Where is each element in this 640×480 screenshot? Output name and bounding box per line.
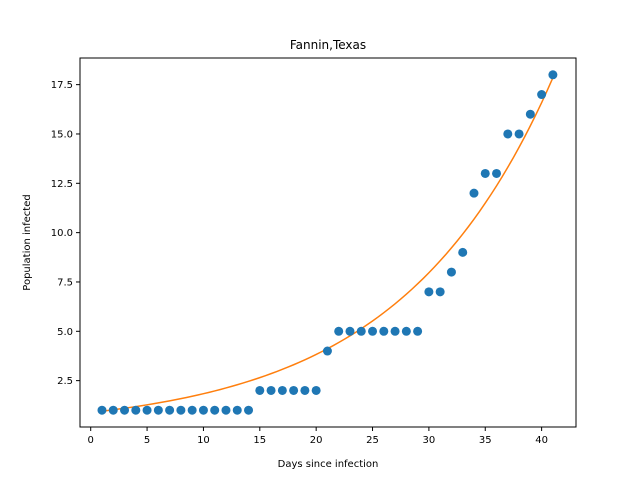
data-point bbox=[345, 326, 355, 336]
y-tick-label: 7.5 bbox=[57, 277, 73, 288]
data-point bbox=[548, 70, 558, 80]
data-point bbox=[210, 405, 220, 415]
x-axis-label: Days since infection bbox=[278, 459, 379, 470]
data-point bbox=[277, 385, 287, 395]
x-tick-label: 0 bbox=[88, 435, 94, 446]
x-tick-label: 5 bbox=[144, 435, 150, 446]
data-point bbox=[176, 405, 186, 415]
data-point bbox=[379, 326, 389, 336]
y-axis-ticks: 2.5 5.0 7.5 10.0 12.5 15.0 17.5 bbox=[51, 80, 80, 387]
data-point bbox=[198, 405, 208, 415]
data-point bbox=[289, 385, 299, 395]
y-axis-label: Population infected bbox=[22, 194, 33, 290]
data-point bbox=[446, 267, 456, 277]
y-tick-label: 5.0 bbox=[57, 327, 73, 338]
y-tick-label: 12.5 bbox=[51, 179, 73, 190]
data-point bbox=[537, 90, 547, 100]
y-tick-label: 17.5 bbox=[51, 80, 73, 91]
data-point bbox=[368, 326, 378, 336]
x-tick-label: 10 bbox=[197, 435, 210, 446]
data-point bbox=[142, 405, 152, 415]
x-tick-label: 35 bbox=[479, 435, 492, 446]
data-point bbox=[525, 109, 535, 119]
x-tick-label: 40 bbox=[535, 435, 548, 446]
x-tick-label: 20 bbox=[310, 435, 323, 446]
fit-curve bbox=[101, 77, 554, 412]
data-point bbox=[187, 405, 197, 415]
x-tick-label: 15 bbox=[253, 435, 266, 446]
data-point bbox=[97, 405, 107, 415]
x-tick-label: 25 bbox=[366, 435, 379, 446]
fit-curve-layer bbox=[101, 77, 554, 412]
plot-frame bbox=[79, 57, 577, 428]
data-point bbox=[266, 385, 276, 395]
data-point bbox=[334, 326, 344, 336]
data-point bbox=[108, 405, 118, 415]
data-point bbox=[120, 405, 130, 415]
data-point bbox=[424, 287, 434, 297]
data-point bbox=[300, 385, 310, 395]
x-axis-ticks: 0 5 10 15 20 25 30 35 40 bbox=[88, 427, 548, 446]
data-point bbox=[503, 129, 513, 139]
data-point bbox=[435, 287, 445, 297]
data-point bbox=[401, 326, 411, 336]
data-point bbox=[390, 326, 400, 336]
data-point bbox=[322, 346, 332, 356]
data-point bbox=[514, 129, 524, 139]
data-point bbox=[356, 326, 366, 336]
data-point bbox=[413, 326, 423, 336]
data-point bbox=[458, 247, 468, 257]
data-point bbox=[165, 405, 175, 415]
chart-title: Fannin,Texas bbox=[290, 38, 366, 52]
data-point bbox=[469, 188, 479, 198]
data-points-layer bbox=[97, 70, 558, 415]
data-point bbox=[153, 405, 163, 415]
y-tick-label: 15.0 bbox=[51, 129, 73, 140]
data-point bbox=[232, 405, 242, 415]
data-point bbox=[244, 405, 254, 415]
data-point bbox=[480, 168, 490, 178]
x-tick-label: 30 bbox=[423, 435, 436, 446]
data-point bbox=[255, 385, 265, 395]
data-point bbox=[311, 385, 321, 395]
y-tick-label: 10.0 bbox=[51, 228, 73, 239]
data-point bbox=[492, 168, 502, 178]
data-point bbox=[131, 405, 141, 415]
y-tick-label: 2.5 bbox=[57, 376, 73, 387]
data-point bbox=[221, 405, 231, 415]
